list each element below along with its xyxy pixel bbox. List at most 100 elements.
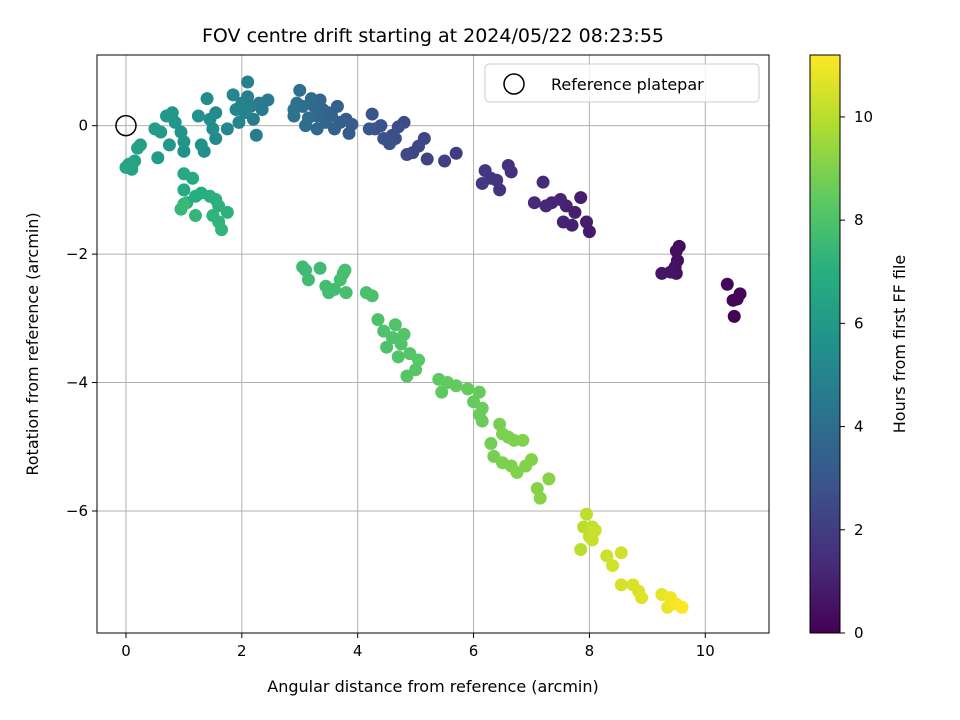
data-point xyxy=(177,183,191,197)
data-point xyxy=(412,353,426,367)
data-point xyxy=(191,109,205,123)
data-point xyxy=(461,382,475,396)
data-point xyxy=(524,453,538,467)
data-point xyxy=(588,523,602,537)
colorbar-tick-label: 4 xyxy=(854,418,864,436)
colorbar-label: Hours from first FF file xyxy=(890,255,909,434)
data-point xyxy=(400,148,414,162)
legend-marker-reference xyxy=(503,73,525,95)
legend-entry-reference: Reference platepar xyxy=(551,75,704,94)
data-point xyxy=(203,112,217,126)
data-point xyxy=(151,151,165,165)
data-point xyxy=(391,350,405,364)
data-point xyxy=(304,92,318,106)
data-point xyxy=(313,261,327,275)
data-point xyxy=(388,318,402,332)
data-point xyxy=(342,126,356,140)
data-point xyxy=(229,103,243,117)
data-point xyxy=(420,152,434,166)
data-point xyxy=(475,414,489,428)
data-point xyxy=(200,92,214,106)
data-point xyxy=(478,164,492,178)
x-tick-label: 10 xyxy=(696,642,715,660)
data-point xyxy=(574,191,588,205)
data-point xyxy=(556,215,570,229)
data-point xyxy=(131,141,145,155)
data-point xyxy=(435,385,449,399)
x-tick-label: 8 xyxy=(585,642,595,660)
data-point xyxy=(539,199,553,213)
data-point xyxy=(148,122,162,136)
data-point xyxy=(362,122,376,136)
data-point xyxy=(580,215,594,229)
data-point xyxy=(177,144,191,158)
data-point xyxy=(339,286,353,300)
legend: Reference platepar xyxy=(484,63,760,103)
data-point xyxy=(727,309,741,323)
data-point xyxy=(501,158,515,172)
data-point xyxy=(580,507,594,521)
colorbar-tick-label: 2 xyxy=(854,521,864,539)
data-point xyxy=(600,549,614,563)
data-point xyxy=(188,209,202,223)
data-point xyxy=(287,103,301,117)
data-point xyxy=(328,282,342,296)
colorbar-tick-label: 6 xyxy=(854,314,864,332)
x-axis-ticks: 0 2 4 6 8 10 xyxy=(121,633,715,660)
y-axis-label: Rotation from reference (arcmin) xyxy=(23,212,42,475)
data-point xyxy=(119,160,133,174)
x-tick-label: 0 xyxy=(121,642,131,660)
data-point xyxy=(614,578,628,592)
y-tick-label: −4 xyxy=(66,374,88,392)
data-point xyxy=(516,433,530,447)
chart-title: FOV centre drift starting at 2024/05/22 … xyxy=(202,25,664,47)
data-point xyxy=(160,109,174,123)
data-point xyxy=(186,171,200,185)
data-point xyxy=(472,385,486,399)
data-point xyxy=(606,559,620,573)
data-point xyxy=(249,128,263,142)
data-point xyxy=(733,287,747,301)
x-axis-label: Angular distance from reference (arcmin) xyxy=(267,677,598,696)
colorbar-tick-label: 10 xyxy=(854,108,873,126)
data-point xyxy=(527,196,541,210)
colorbar-tick-label: 8 xyxy=(854,211,864,229)
colorbar-ticks: 0 2 4 6 8 10 xyxy=(840,108,873,642)
data-point xyxy=(371,313,385,327)
data-point xyxy=(449,146,463,160)
data-point xyxy=(574,543,588,557)
data-point xyxy=(475,176,489,190)
y-tick-label: −6 xyxy=(66,502,88,520)
data-point xyxy=(162,138,176,152)
data-point xyxy=(232,115,246,129)
data-point xyxy=(484,437,498,451)
data-point xyxy=(536,175,550,189)
data-point xyxy=(655,266,669,280)
x-tick-label: 6 xyxy=(469,642,479,660)
data-point xyxy=(533,491,547,505)
data-point xyxy=(174,125,188,139)
data-point xyxy=(220,205,234,219)
data-point xyxy=(675,600,689,614)
data-points xyxy=(119,75,747,614)
data-point xyxy=(215,223,229,237)
data-point xyxy=(293,83,307,97)
data-point xyxy=(241,75,255,89)
plot-frame xyxy=(96,54,770,634)
data-point xyxy=(397,327,411,341)
y-tick-label: 0 xyxy=(78,117,88,135)
data-point xyxy=(299,119,313,133)
colorbar-gradient xyxy=(809,54,841,634)
x-tick-label: 4 xyxy=(353,642,363,660)
y-axis-ticks: 0 −2 −4 −6 xyxy=(66,117,97,520)
data-point xyxy=(338,263,352,277)
data-point xyxy=(301,273,315,287)
data-point xyxy=(194,138,208,152)
data-point xyxy=(614,546,628,560)
data-point xyxy=(380,340,394,354)
reference-marker xyxy=(115,114,137,137)
data-point xyxy=(365,289,379,303)
x-tick-label: 2 xyxy=(237,642,247,660)
data-point xyxy=(542,472,556,486)
data-point xyxy=(310,122,324,136)
